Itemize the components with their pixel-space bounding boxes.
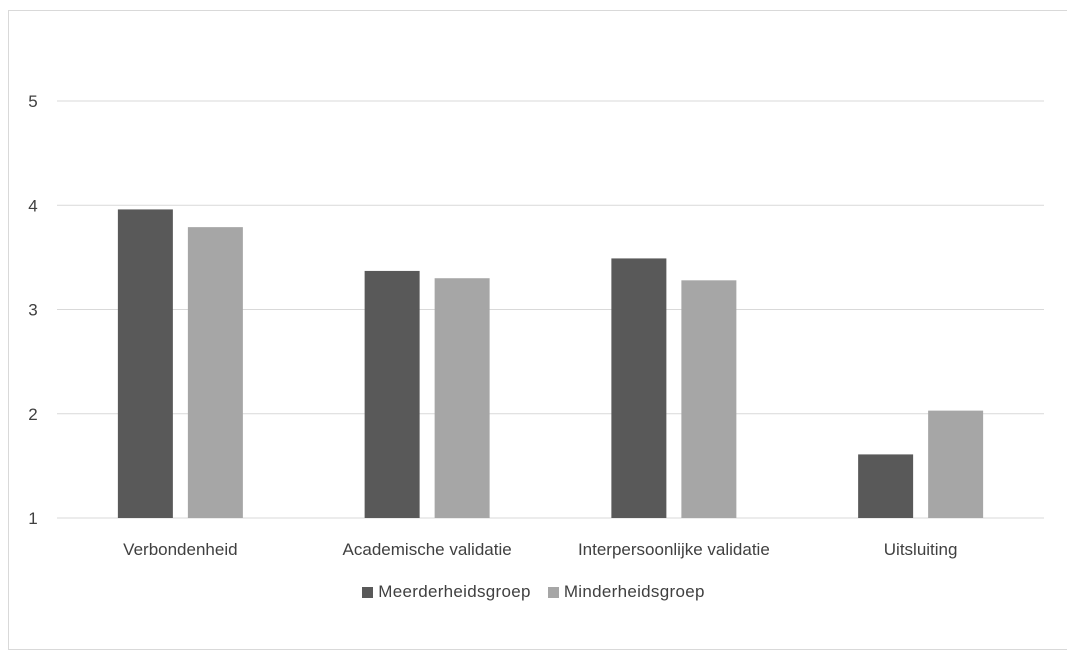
bar-chart: 1 2 3 4 5 Verbondenheid Academische validatie… xyxy=(28,92,1044,559)
x-tick-label: Verbondenheid xyxy=(123,540,237,559)
y-tick-label: 5 xyxy=(28,92,37,111)
legend-swatch xyxy=(362,586,374,598)
x-tick-label: Uitsluiting xyxy=(884,540,958,559)
y-tick-label: 4 xyxy=(28,196,37,215)
legend-label: Meerderheidsgroep xyxy=(378,582,531,601)
bars xyxy=(117,209,984,519)
bar-minderheidsgroep xyxy=(928,410,984,518)
x-tick-label: Academische validatie xyxy=(343,540,512,559)
legend-item-series-1: Minderheidsgroep xyxy=(547,582,705,602)
y-tick-label: 2 xyxy=(28,405,37,424)
legend: Meerderheidsgroep Minderheidsgroep xyxy=(0,582,1067,603)
legend-swatch xyxy=(547,586,559,598)
legend-label: Minderheidsgroep xyxy=(563,582,705,601)
legend-item-series-0: Meerderheidsgroep xyxy=(362,582,531,602)
y-axis-ticks: 1 2 3 4 5 xyxy=(28,92,37,528)
x-tick-label: Interpersoonlijke validatie xyxy=(578,540,770,559)
bar-meerderheidsgroep xyxy=(611,258,667,518)
bar-meerderheidsgroep xyxy=(364,270,420,518)
bar-minderheidsgroep xyxy=(681,280,737,518)
bar-minderheidsgroep xyxy=(187,227,243,518)
y-tick-label: 1 xyxy=(28,509,37,528)
bar-minderheidsgroep xyxy=(434,278,490,518)
x-axis-labels: Verbondenheid Academische validatie Interp… xyxy=(123,540,957,559)
bar-meerderheidsgroep xyxy=(117,209,173,519)
bar-meerderheidsgroep xyxy=(858,454,914,518)
y-tick-label: 3 xyxy=(28,301,37,320)
